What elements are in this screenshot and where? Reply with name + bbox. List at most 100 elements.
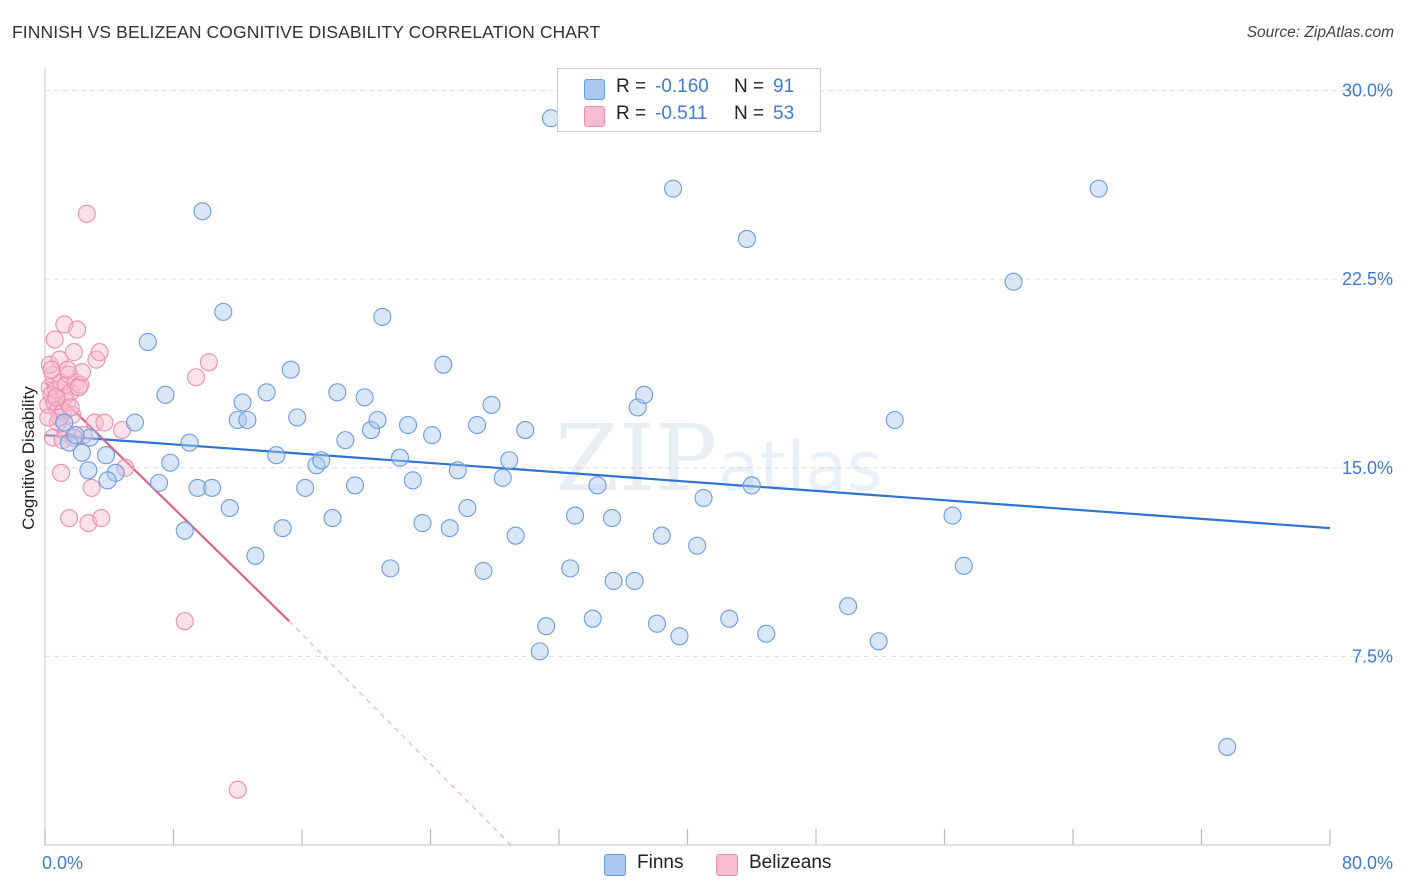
finns-point [839,597,858,616]
y-tick-label-2: 22.5% [1342,269,1393,289]
finns-point [246,546,265,565]
finns-point [345,476,365,495]
finns-point [307,456,326,475]
finns-point [757,624,776,643]
finns-point [175,521,194,540]
belizeans-point [60,509,79,528]
x-tick-label-0: 0.0% [42,853,83,873]
belizeans-point [199,353,218,372]
finns-point [60,433,79,452]
y-tick-label-0: 7.5% [1352,646,1393,666]
finns-point [670,627,689,646]
finns-point [228,410,247,430]
belizeans-series [39,204,247,799]
axes [44,68,1331,846]
finns-point [79,461,98,480]
finns-point [281,360,300,379]
finns-point [233,393,252,412]
trend-lines [44,381,1331,846]
finns-point [188,478,207,497]
y-tick-label-3: 30.0% [1342,81,1393,101]
belizeans-point [47,388,66,407]
finns-point [943,506,962,525]
finns-point [220,498,239,518]
belizeans-swatch [584,106,605,127]
x-tick-label-1: 80.0% [1342,853,1393,873]
finns-point [869,632,888,651]
finns-point [1089,179,1108,198]
stats-legend: R = -0.160 N = 91 R = -0.511 N = 53 [557,68,821,132]
source-label: Source: ZipAtlas.com [1246,24,1394,41]
finns-point [336,431,355,450]
finns-point [238,410,257,430]
belizeans-point [64,343,83,362]
finns-point [296,478,315,497]
finns-point [362,421,381,440]
watermark-zip: ZIP [555,405,717,512]
finns-point [96,446,116,465]
belizeans-trend-line [44,381,290,622]
finns-point [694,488,713,508]
finns-point [635,385,654,404]
finns-r-value: -0.160 [655,76,709,97]
finns-point [390,448,410,467]
finns-point [604,571,623,591]
legend-row-finns: R = -0.160 N = 91 [558,74,820,102]
finns-point [413,514,432,533]
finns-point [1004,272,1023,291]
finns-point [530,642,549,661]
finns-point [468,415,487,435]
finns-point [625,571,644,591]
finns-legend-swatch [604,854,626,876]
finns-point [214,302,233,321]
finns-point [312,451,331,470]
finns-point [203,478,222,497]
finns-point [652,526,671,545]
finns-point [434,355,453,374]
finns-point [720,609,739,628]
finns-point [742,476,761,495]
finns-point [180,433,199,452]
finns-point [72,443,91,462]
finns-point [381,559,400,578]
finns-point [80,428,100,447]
finns-point [448,461,467,480]
belizeans-point [175,612,194,631]
belizeans-point [69,378,88,397]
finns-point [602,509,622,528]
finns-point [323,509,342,528]
finns-point [156,385,175,404]
finns-point [55,413,74,432]
finns-point [663,179,683,198]
y-tick-labels: 7.5% 15.0% 22.5% 30.0% [1342,81,1393,667]
belizeans-legend-label: Belizeans [749,852,832,873]
belizeans-point [45,330,64,349]
belizeans-point [77,204,96,223]
finns-point [566,506,585,525]
finns-point [688,536,707,555]
finns-point [368,410,387,430]
finns-point [257,383,276,402]
finns-point [398,415,418,435]
x-tick-labels: 0.0% 80.0% [42,853,1393,873]
finns-r-label: R = [616,76,647,97]
finns-point [537,617,556,636]
finns-point [403,471,422,490]
belizeans-n-value: 53 [773,103,795,124]
finns-point [561,559,580,578]
belizeans-point [82,478,101,497]
finns-point [583,609,602,628]
finns-swatch [584,79,605,100]
finns-point [493,468,512,487]
finns-point [440,519,459,538]
belizeans-point [58,360,77,379]
finns-point [373,307,392,326]
finns-point [423,426,442,445]
finns-n-value: 91 [773,76,795,97]
y-axis-label: Cognitive Disability [19,386,38,530]
belizeans-legend-swatch [716,854,738,876]
finns-point [267,446,286,465]
finns-point [138,332,157,352]
finns-point [458,498,477,518]
